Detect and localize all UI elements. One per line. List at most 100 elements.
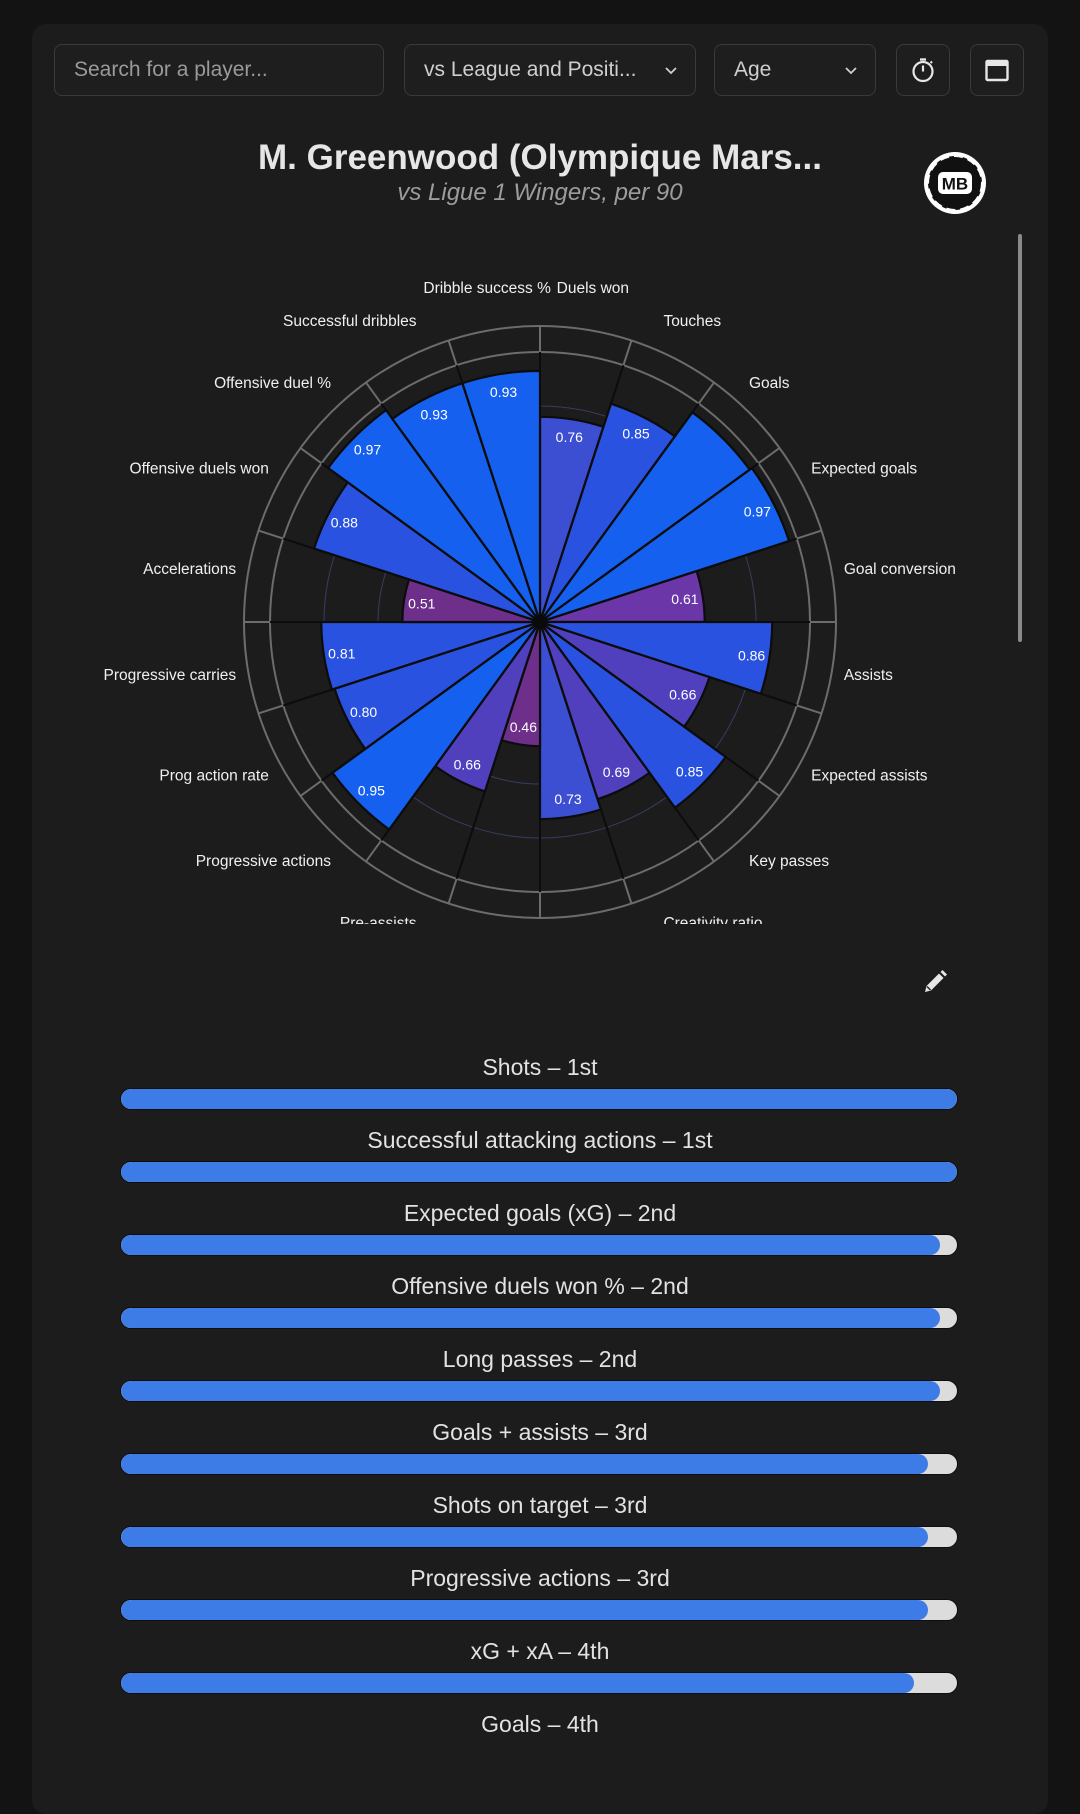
pencil-icon[interactable] xyxy=(920,967,950,997)
radar-spoke xyxy=(539,621,700,842)
ranking-label: Successful attacking actions – 1st xyxy=(367,1127,713,1153)
value-label: 0.81 xyxy=(328,645,355,661)
radar-chart: 0.76 0.85 0.97 0.61 0.86 0.66 0.85 0.69 0.73 0.46… xyxy=(104,280,956,924)
category-label: Prog action rate xyxy=(159,767,268,784)
ranking-bar xyxy=(120,1161,958,1183)
ranking-bar-fill xyxy=(121,1089,957,1109)
logo-text: MB xyxy=(942,175,968,194)
ranking-bar xyxy=(120,1672,958,1694)
ranking-label: Goals + assists – 3rd xyxy=(432,1419,648,1445)
radar-spoke xyxy=(282,621,541,707)
ranking-bar xyxy=(120,1526,958,1548)
value-label: 0.66 xyxy=(669,687,696,703)
value-label: 0.85 xyxy=(622,426,649,442)
page-subtitle: vs Ligue 1 Wingers, per 90 xyxy=(397,179,683,206)
category-label: Successful dribbles xyxy=(283,313,417,330)
ranking-label: Long passes – 2nd xyxy=(442,1346,638,1372)
ranking-bar-fill xyxy=(121,1454,928,1474)
value-label: 0.97 xyxy=(354,442,381,458)
ranking-bar-fill xyxy=(121,1162,957,1182)
ranking-bar-fill xyxy=(121,1600,928,1620)
category-label: Duels won xyxy=(557,280,629,297)
ring-divider xyxy=(622,878,633,904)
radar-spoke xyxy=(539,621,798,707)
ring-divider xyxy=(447,340,458,366)
ranking-bar-fill xyxy=(121,1381,941,1401)
chevron-down-icon xyxy=(845,67,857,75)
ring-divider xyxy=(299,447,323,465)
stopwatch-button[interactable] xyxy=(896,44,950,96)
category-label: Progressive carries xyxy=(104,667,237,684)
ranking-label: Shots – 1st xyxy=(482,1054,598,1080)
ranking-bar-fill xyxy=(121,1527,928,1547)
stopwatch-icon xyxy=(912,58,934,83)
value-label: 0.61 xyxy=(671,591,698,607)
ranking-bar-fill xyxy=(121,1235,941,1255)
value-label: 0.46 xyxy=(510,719,537,735)
category-label: Expected goals xyxy=(811,461,917,478)
radar-spoke xyxy=(320,621,541,782)
category-label: Touches xyxy=(663,313,721,330)
ranking-bar-fill xyxy=(121,1673,914,1693)
toolbar: Search for a player... vs League and Pos… xyxy=(54,44,1026,98)
radar-spoke xyxy=(539,364,625,623)
ring-divider xyxy=(365,381,383,405)
value-label: 0.69 xyxy=(603,764,630,780)
category-label: Pre-assists xyxy=(340,915,417,924)
age-select-value: Age xyxy=(734,58,772,81)
radar-spoke xyxy=(539,462,760,623)
page-title: M. Greenwood (Olympique Mars... xyxy=(258,138,822,177)
value-label: 0.85 xyxy=(676,764,703,780)
calendar-icon xyxy=(985,59,1009,82)
category-label: Assists xyxy=(844,667,893,684)
value-label: 0.97 xyxy=(744,503,771,519)
age-select[interactable]: Age xyxy=(714,44,876,96)
ring-divider xyxy=(447,878,458,904)
ring-divider xyxy=(796,704,822,715)
radar-spoke xyxy=(539,537,798,623)
category-label: Offensive duels won xyxy=(130,461,269,478)
ranking-bar xyxy=(120,1307,958,1329)
category-label: Expected assists xyxy=(811,767,928,784)
scrollbar[interactable] xyxy=(1018,234,1022,642)
value-label: 0.80 xyxy=(350,704,377,720)
ranking-bar xyxy=(120,1234,958,1256)
ranking-label: xG + xA – 4th xyxy=(470,1638,610,1664)
radar-spoke xyxy=(539,621,625,880)
main-panel: Search for a player... vs League and Pos… xyxy=(32,24,1048,1814)
ring-divider xyxy=(365,839,383,863)
category-label: Offensive duel % xyxy=(214,375,331,392)
ring-divider xyxy=(299,779,323,797)
value-label: 0.51 xyxy=(408,595,435,611)
radar-spoke xyxy=(455,621,541,880)
ranking-bar-fill xyxy=(121,1308,941,1328)
ranking-bar xyxy=(120,1380,958,1402)
radar-spoke xyxy=(539,621,760,782)
value-label: 0.93 xyxy=(421,406,448,422)
search-placeholder: Search for a player... xyxy=(74,58,268,81)
category-label: Creativity ratio xyxy=(663,915,762,924)
ranking-label: Expected goals (xG) – 2nd xyxy=(403,1200,677,1226)
category-label: Goal conversion xyxy=(844,561,956,578)
value-label: 0.93 xyxy=(490,384,517,400)
radar-spoke xyxy=(455,364,541,623)
ring-divider xyxy=(697,839,715,863)
ring-divider xyxy=(258,704,284,715)
ranking-bar xyxy=(120,1088,958,1110)
chevron-down-icon xyxy=(665,67,677,75)
ranking-label: Offensive duels won % – 2nd xyxy=(391,1273,689,1299)
ranking-label: Goals – 4th xyxy=(481,1711,599,1737)
ranking-bar xyxy=(120,1453,958,1475)
value-label: 0.86 xyxy=(738,648,765,664)
radar-spoke xyxy=(380,402,541,623)
radar-spoke xyxy=(320,462,541,623)
ring-divider xyxy=(757,447,781,465)
brand-logo: MB xyxy=(924,152,986,214)
radar-spoke xyxy=(380,621,541,842)
ring-divider xyxy=(622,340,633,366)
comparison-select[interactable]: vs League and Positi... xyxy=(404,44,696,96)
player-search-input[interactable]: Search for a player... xyxy=(54,44,384,96)
ranking-label: Shots on target – 3rd xyxy=(432,1492,648,1518)
category-label: Key passes xyxy=(749,853,829,870)
calendar-button[interactable] xyxy=(970,44,1024,96)
